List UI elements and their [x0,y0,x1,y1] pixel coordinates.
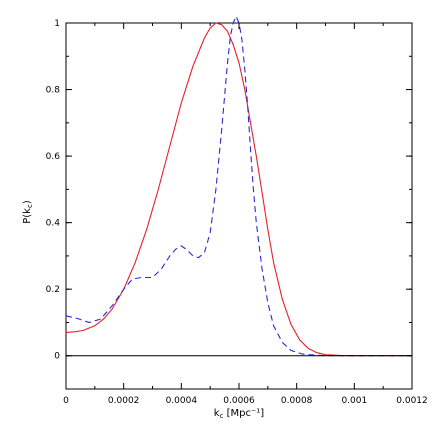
x-tick-label: 0.0006 [223,396,255,406]
x-tick-label: 0.001 [341,396,367,406]
x-tick-label: 0.0012 [396,396,428,406]
x-axis-label: kc [Mpc⁻¹] [214,408,264,420]
x-axis-label-rest: [Mpc⁻¹] [223,408,264,419]
x-tick-label: 0.0004 [166,396,198,406]
y-axis-label-sub: c [26,204,34,208]
plot-frame [65,22,413,390]
x-tick-label: 0.0002 [108,396,140,406]
y-tick-label: 0.4 [46,219,61,229]
x-tick-label: 0 [63,396,69,406]
y-axis-label: P(kc) [22,200,34,224]
y-tick-label: 1 [54,19,60,29]
y-axis-label-rest: ) [22,200,33,204]
x-tick-label: 0.0008 [281,396,313,406]
x-axis: 0 0.0002 0.0004 0.0006 0.0008 0.001 0.0012 [63,23,428,406]
y-tick-label: 0.2 [46,285,60,295]
y-tick-label: 0.8 [46,86,61,96]
series-red-line [65,22,412,357]
y-tick-label: 0 [54,352,60,362]
series-blue-dashed-line [65,14,412,357]
y-axis-label-main: P(k [22,208,33,224]
x-axis-label-main: k [214,408,220,419]
x-axis-label-sub: c [220,412,224,420]
series-layer [65,14,412,357]
y-tick-label: 0.6 [46,152,61,162]
y-axis: 0 0.2 0.4 0.6 0.8 1 [46,19,412,390]
